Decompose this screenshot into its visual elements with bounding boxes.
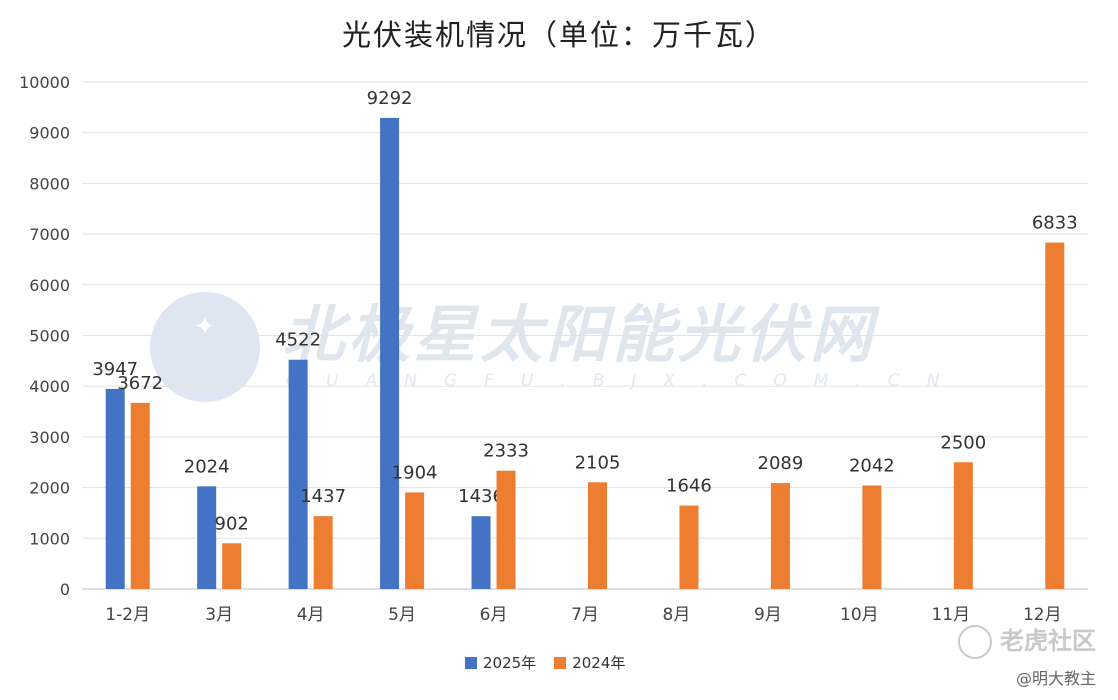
data-label: 1646	[666, 476, 712, 497]
bar-2024年	[588, 482, 607, 589]
x-tick-label: 5月	[388, 605, 416, 625]
data-label: 3947	[92, 359, 138, 380]
x-tick-label: 12月	[1023, 605, 1062, 625]
bar-2024年	[496, 470, 516, 589]
data-label: 2024	[184, 456, 230, 477]
x-tick-label: 6月	[480, 605, 508, 625]
legend-item-2025: 2025年	[465, 652, 536, 673]
y-tick-label: 5000	[29, 327, 70, 346]
data-label: 1904	[392, 462, 438, 483]
legend-item-2024: 2024年	[554, 652, 625, 673]
community-watermark: 老虎社区	[958, 621, 1096, 659]
y-tick-label: 0	[60, 580, 70, 599]
y-tick-label: 2000	[29, 479, 70, 498]
data-label: 2333	[483, 441, 529, 462]
legend-label-2025: 2025年	[483, 654, 537, 672]
x-tick-label: 1-2月	[105, 605, 150, 625]
bar-2024年	[770, 483, 790, 589]
bar-2025年	[105, 388, 125, 589]
community-name: 老虎社区	[1000, 627, 1096, 655]
tiger-icon	[958, 625, 992, 659]
legend-swatch-2025	[465, 656, 477, 669]
watermark-logo: ✦	[150, 292, 260, 402]
bar-2025年	[471, 516, 491, 589]
y-tick-label: 1000	[29, 529, 70, 548]
bar-2024年	[313, 516, 333, 589]
y-tick-label: 8000	[29, 174, 70, 193]
chart-title: 光伏装机情况（单位：万千瓦）	[341, 18, 776, 52]
y-tick-label: 3000	[29, 428, 70, 447]
x-tick-label: 10月	[840, 605, 879, 625]
bar-2024年	[862, 485, 882, 589]
data-label: 2105	[575, 452, 621, 473]
data-label: 4522	[275, 330, 321, 351]
data-label: 3672	[117, 373, 163, 394]
x-tick-label: 9月	[754, 605, 782, 625]
y-tick-label: 6000	[29, 276, 70, 295]
data-label: 2089	[758, 453, 804, 474]
y-tick-label: 7000	[29, 225, 70, 244]
author-handle: @明大教主	[1015, 669, 1096, 688]
bar-2024年	[953, 462, 973, 589]
data-label: 1437	[300, 486, 346, 507]
data-label: 902	[215, 513, 249, 534]
bar-2024年	[405, 492, 425, 589]
x-tick-label: 3月	[205, 605, 233, 625]
y-tick-label: 4000	[29, 377, 70, 396]
bar-2024年	[222, 543, 242, 589]
bar-2024年	[679, 505, 699, 589]
bar-2025年	[288, 359, 308, 589]
legend-label-2024: 2024年	[572, 654, 626, 672]
y-tick-label: 9000	[29, 124, 70, 143]
bar-2025年	[380, 117, 400, 589]
x-tick-label: 8月	[663, 605, 691, 625]
y-tick-label: 10000	[19, 73, 70, 92]
bar-2025年	[197, 486, 217, 589]
data-label: 1436	[458, 486, 504, 507]
x-tick-label: 7月	[571, 605, 599, 625]
legend: 2025年 2024年	[465, 652, 625, 673]
data-label: 2500	[940, 432, 986, 453]
bar-2024年	[1045, 242, 1065, 589]
data-label: 2042	[849, 455, 895, 476]
data-label: 9292	[367, 88, 413, 109]
x-tick-label: 4月	[297, 605, 325, 625]
legend-swatch-2024	[554, 656, 567, 669]
bar-2024年	[130, 402, 150, 589]
x-tick-label: 11月	[931, 605, 970, 625]
star-icon: ✦	[194, 312, 216, 342]
data-label: 6833	[1032, 213, 1078, 234]
